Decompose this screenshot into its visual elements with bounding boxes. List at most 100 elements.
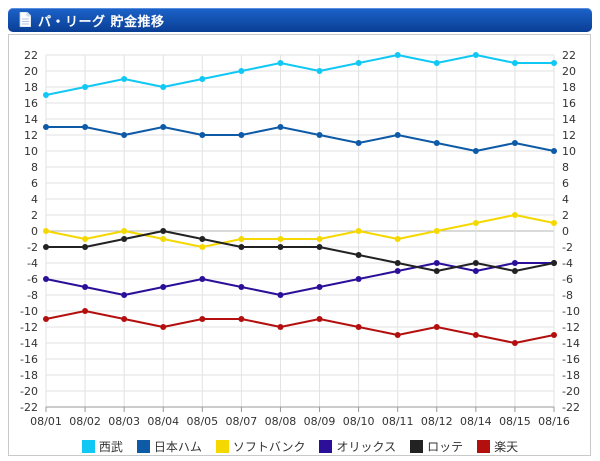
data-point[interactable] bbox=[472, 332, 479, 338]
data-point[interactable] bbox=[82, 284, 89, 290]
legend-item[interactable]: 西武 bbox=[81, 438, 123, 455]
data-point[interactable] bbox=[121, 228, 128, 234]
data-point[interactable] bbox=[511, 60, 518, 66]
data-point[interactable] bbox=[316, 284, 323, 290]
data-point[interactable] bbox=[43, 228, 49, 234]
data-point[interactable] bbox=[277, 236, 284, 242]
data-point[interactable] bbox=[43, 244, 49, 250]
data-point[interactable] bbox=[121, 236, 128, 242]
data-point[interactable] bbox=[199, 316, 206, 322]
data-point[interactable] bbox=[277, 124, 284, 130]
legend-swatch bbox=[215, 439, 229, 453]
data-point[interactable] bbox=[472, 148, 479, 154]
data-point[interactable] bbox=[238, 284, 245, 290]
data-point[interactable] bbox=[433, 228, 440, 234]
data-point[interactable] bbox=[277, 244, 284, 250]
data-point[interactable] bbox=[82, 308, 89, 314]
data-point[interactable] bbox=[551, 260, 557, 266]
data-point[interactable] bbox=[199, 276, 206, 282]
data-point[interactable] bbox=[121, 292, 128, 298]
data-point[interactable] bbox=[82, 84, 89, 90]
data-point[interactable] bbox=[160, 236, 167, 242]
data-point[interactable] bbox=[472, 220, 479, 226]
data-point[interactable] bbox=[355, 140, 362, 146]
data-point[interactable] bbox=[199, 244, 206, 250]
data-point[interactable] bbox=[121, 132, 128, 138]
data-point[interactable] bbox=[43, 92, 49, 98]
data-point[interactable] bbox=[511, 268, 518, 274]
data-point[interactable] bbox=[355, 252, 362, 258]
data-point[interactable] bbox=[472, 52, 479, 58]
data-point[interactable] bbox=[199, 132, 206, 138]
legend-label: 楽天 bbox=[494, 439, 519, 454]
data-point[interactable] bbox=[238, 244, 245, 250]
legend-item[interactable]: ロッテ bbox=[410, 438, 463, 455]
data-point[interactable] bbox=[43, 124, 49, 130]
data-point[interactable] bbox=[355, 276, 362, 282]
legend-item[interactable]: 楽天 bbox=[477, 438, 518, 455]
data-point[interactable] bbox=[511, 260, 518, 266]
data-point[interactable] bbox=[277, 324, 284, 330]
data-point[interactable] bbox=[394, 268, 401, 274]
y-tick-label-right: -12 bbox=[562, 321, 580, 334]
data-point[interactable] bbox=[551, 332, 557, 338]
data-point[interactable] bbox=[394, 332, 401, 338]
data-point[interactable] bbox=[199, 76, 206, 82]
x-axis: 08/01 08/02 08/03 08/04 08/05 08/07 08/08 08/09… bbox=[30, 406, 570, 428]
data-point[interactable] bbox=[394, 132, 401, 138]
series-line bbox=[45, 262, 554, 296]
data-point[interactable] bbox=[316, 236, 323, 242]
y-tick-label-left: -6 bbox=[27, 273, 38, 286]
data-point[interactable] bbox=[160, 124, 167, 130]
data-point[interactable] bbox=[511, 212, 518, 218]
data-point[interactable] bbox=[238, 236, 245, 242]
data-point[interactable] bbox=[238, 316, 245, 322]
data-point[interactable] bbox=[121, 76, 128, 82]
data-point[interactable] bbox=[433, 260, 440, 266]
data-point[interactable] bbox=[394, 236, 401, 242]
data-point[interactable] bbox=[511, 140, 518, 146]
data-point[interactable] bbox=[82, 244, 89, 250]
data-point[interactable] bbox=[160, 84, 167, 90]
data-point[interactable] bbox=[551, 148, 557, 154]
data-point[interactable] bbox=[355, 228, 362, 234]
data-point[interactable] bbox=[394, 260, 401, 266]
data-point[interactable] bbox=[316, 244, 323, 250]
data-point[interactable] bbox=[43, 276, 49, 282]
legend-item[interactable]: 日本ハム bbox=[136, 438, 202, 455]
data-point[interactable] bbox=[511, 340, 518, 346]
data-point[interactable] bbox=[316, 316, 323, 322]
legend-label: オリックス bbox=[336, 439, 397, 454]
data-point[interactable] bbox=[394, 52, 401, 58]
data-point[interactable] bbox=[433, 60, 440, 66]
data-point[interactable] bbox=[472, 268, 479, 274]
series-1 bbox=[43, 124, 557, 154]
data-point[interactable] bbox=[160, 228, 167, 234]
data-point[interactable] bbox=[82, 236, 89, 242]
data-point[interactable] bbox=[316, 132, 323, 138]
data-point[interactable] bbox=[277, 60, 284, 66]
y-tick-label-right: 20 bbox=[562, 65, 576, 78]
data-point[interactable] bbox=[355, 60, 362, 66]
data-point[interactable] bbox=[199, 236, 206, 242]
legend-item[interactable]: ソフトバンク bbox=[215, 438, 305, 455]
data-point[interactable] bbox=[551, 220, 557, 226]
data-point[interactable] bbox=[472, 260, 479, 266]
data-point[interactable] bbox=[551, 60, 557, 66]
data-point[interactable] bbox=[238, 68, 245, 74]
data-point[interactable] bbox=[316, 68, 323, 74]
data-point[interactable] bbox=[160, 284, 167, 290]
data-point[interactable] bbox=[43, 316, 49, 322]
data-point[interactable] bbox=[433, 324, 440, 330]
legend-item[interactable]: オリックス bbox=[319, 438, 396, 455]
data-point[interactable] bbox=[277, 292, 284, 298]
data-point[interactable] bbox=[433, 140, 440, 146]
data-point[interactable] bbox=[433, 268, 440, 274]
data-point[interactable] bbox=[121, 316, 128, 322]
data-point[interactable] bbox=[82, 124, 89, 130]
data-point[interactable] bbox=[355, 324, 362, 330]
data-point[interactable] bbox=[238, 132, 245, 138]
data-point[interactable] bbox=[160, 324, 167, 330]
series-5 bbox=[43, 308, 557, 346]
